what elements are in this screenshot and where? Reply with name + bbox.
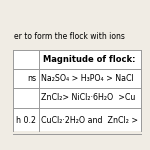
Text: Magnitude of flock:: Magnitude of flock: bbox=[43, 55, 136, 64]
Text: h 0.2: h 0.2 bbox=[16, 116, 36, 125]
Text: Na₂SO₄ > H₃PO₄ > NaCl: Na₂SO₄ > H₃PO₄ > NaCl bbox=[41, 74, 134, 83]
Text: ns: ns bbox=[27, 74, 36, 83]
Text: CuCl₂·2H₂O and  ZnCl₂ >: CuCl₂·2H₂O and ZnCl₂ > bbox=[41, 116, 138, 125]
Text: ZnCl₂> NiCl₂·6H₂O  >Cu: ZnCl₂> NiCl₂·6H₂O >Cu bbox=[41, 93, 136, 102]
Text: er to form the flock with ions: er to form the flock with ions bbox=[14, 32, 125, 41]
Bar bbox=[13, 50, 141, 131]
